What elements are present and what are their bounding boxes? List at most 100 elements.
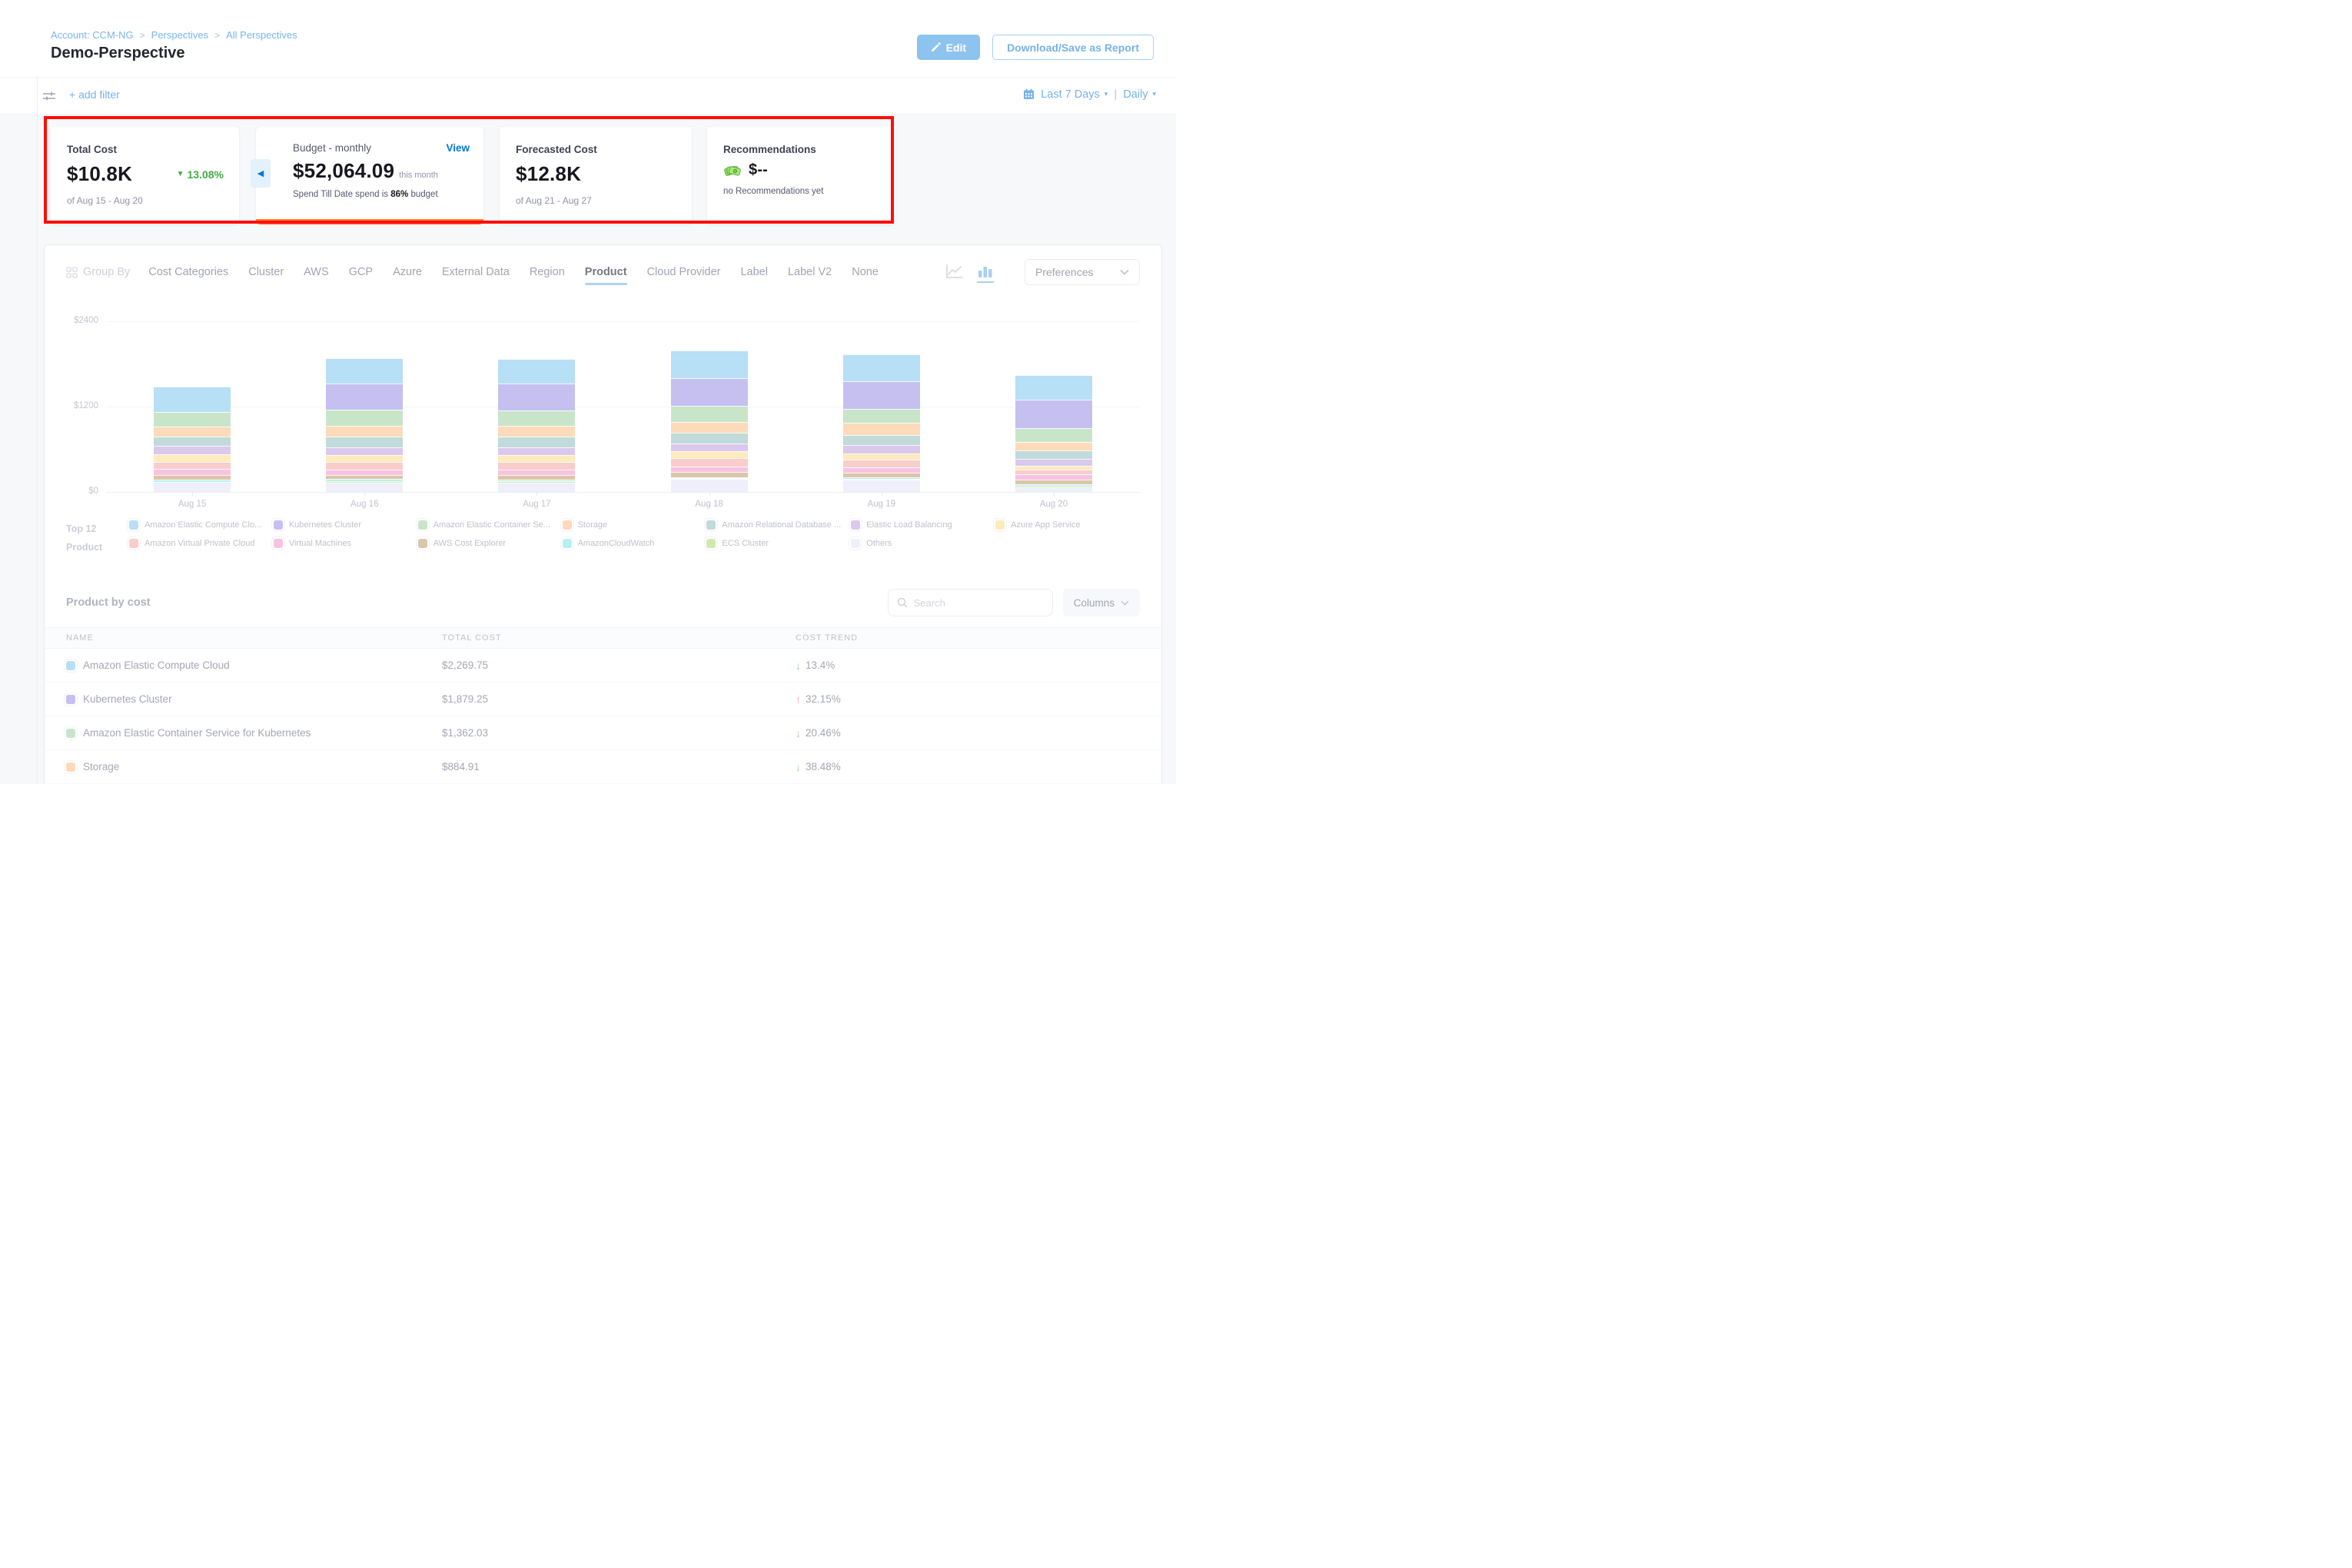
bar-segment-amazon-relational-database-service[interactable] xyxy=(1015,450,1092,460)
bar-segment-virtual-machines[interactable] xyxy=(1015,474,1092,480)
col-header-name[interactable]: NAME xyxy=(66,633,94,643)
bar-segment-ecs-cluster[interactable] xyxy=(498,481,576,483)
bar-segment-aws-cost-explorer[interactable] xyxy=(670,472,748,477)
tab-gcp[interactable]: GCP xyxy=(348,266,374,278)
bar-segment-amazon-virtual-private-cloud[interactable] xyxy=(1015,469,1092,475)
bar-segment-kubernetes-cluster[interactable] xyxy=(670,378,748,406)
tab-cluster[interactable]: Cluster xyxy=(248,266,284,278)
bar-segment-storage[interactable] xyxy=(1015,442,1092,451)
bar-segment-aws-cost-explorer[interactable] xyxy=(154,474,231,480)
tab-region[interactable]: Region xyxy=(529,266,565,278)
legend-item-storage[interactable]: Storage xyxy=(562,520,707,530)
bar-segment-elastic-load-balancing[interactable] xyxy=(498,447,576,455)
bar-segment-amazoncloudwatch[interactable] xyxy=(842,477,920,480)
bar-segment-amazoncloudwatch[interactable] xyxy=(498,479,576,482)
time-range-dropdown[interactable]: Last 7 Days ▾ xyxy=(1041,88,1108,101)
preferences-dropdown[interactable]: Preferences xyxy=(1025,259,1140,285)
bar-segment-amazon-elastic-container-service-for-kubernetes[interactable] xyxy=(326,410,404,427)
bar-segment-aws-cost-explorer[interactable] xyxy=(842,473,920,478)
columns-button[interactable]: Columns xyxy=(1062,589,1140,616)
breadcrumb-account[interactable]: Account: CCM-NG xyxy=(51,29,134,41)
bar-segment-virtual-machines[interactable] xyxy=(498,470,576,476)
bar-segment-kubernetes-cluster[interactable] xyxy=(842,381,920,409)
tab-label-v2[interactable]: Label V2 xyxy=(787,266,832,278)
bar-segment-storage[interactable] xyxy=(326,426,404,437)
edit-button[interactable]: Edit xyxy=(916,35,981,60)
bar-segment-amazon-elastic-compute-cloud[interactable] xyxy=(498,358,576,384)
table-row-storage[interactable]: Storage $884.91 ↓ 38.48% xyxy=(45,750,1161,784)
bar-segment-amazon-elastic-compute-cloud[interactable] xyxy=(1015,374,1092,400)
bar-segment-others[interactable] xyxy=(154,482,231,492)
tab-cloud-provider[interactable]: Cloud Provider xyxy=(646,266,721,278)
bar-segment-amazon-virtual-private-cloud[interactable] xyxy=(154,461,231,470)
legend-item-ecs-cluster[interactable]: ECS Cluster xyxy=(706,539,851,548)
search-input[interactable] xyxy=(913,596,1044,609)
bar-segment-amazon-elastic-container-service-for-kubernetes[interactable] xyxy=(498,410,576,427)
legend-item-virtual-machines[interactable]: Virtual Machines xyxy=(273,539,418,548)
legend-item-elastic-load-balancing[interactable]: Elastic Load Balancing xyxy=(851,520,995,530)
bar-segment-kubernetes-cluster[interactable] xyxy=(326,384,404,410)
bar-segment-amazoncloudwatch[interactable] xyxy=(154,480,231,483)
bar-segment-amazoncloudwatch[interactable] xyxy=(1015,484,1092,487)
bar-segment-amazon-elastic-compute-cloud[interactable] xyxy=(326,358,404,384)
bar-segment-elastic-load-balancing[interactable] xyxy=(842,444,920,453)
bar-segment-storage[interactable] xyxy=(498,426,576,437)
tab-label[interactable]: Label xyxy=(740,266,768,278)
bar-segment-amazon-elastic-compute-cloud[interactable] xyxy=(670,350,748,379)
bar-segment-amazon-relational-database-service[interactable] xyxy=(498,437,576,447)
bar-segment-azure-app-service[interactable] xyxy=(1015,466,1092,470)
filter-sliders-icon[interactable] xyxy=(42,89,56,103)
col-header-cost-trend[interactable]: COST TREND xyxy=(796,633,859,643)
bar-segment-amazon-elastic-container-service-for-kubernetes[interactable] xyxy=(1015,428,1092,443)
bar-segment-ecs-cluster[interactable] xyxy=(670,478,748,480)
breadcrumb-all-perspectives[interactable]: All Perspectives xyxy=(226,29,297,41)
bar-segment-virtual-machines[interactable] xyxy=(670,466,748,473)
bar-chart-icon[interactable] xyxy=(977,264,994,283)
bar-segment-amazon-elastic-compute-cloud[interactable] xyxy=(842,354,920,382)
bar-segment-azure-app-service[interactable] xyxy=(326,454,404,463)
tab-product[interactable]: Product xyxy=(584,266,627,285)
bar-segment-azure-app-service[interactable] xyxy=(670,450,748,459)
budget-view-link[interactable]: View xyxy=(446,142,470,154)
bar-segment-aws-cost-explorer[interactable] xyxy=(498,475,576,480)
col-header-total-cost[interactable]: TOTAL COST xyxy=(442,633,502,643)
breadcrumb-perspectives[interactable]: Perspectives xyxy=(151,29,209,41)
bar-segment-virtual-machines[interactable] xyxy=(842,467,920,473)
legend-item-kubernetes-cluster[interactable]: Kubernetes Cluster xyxy=(273,520,418,530)
bar-segment-virtual-machines[interactable] xyxy=(154,469,231,475)
bar-segment-kubernetes-cluster[interactable] xyxy=(498,383,576,410)
legend-item-others[interactable]: Others xyxy=(851,539,995,548)
bar-segment-amazon-elastic-container-service-for-kubernetes[interactable] xyxy=(670,405,748,422)
bar-segment-azure-app-service[interactable] xyxy=(154,454,231,462)
bar-segment-amazon-virtual-private-cloud[interactable] xyxy=(498,462,576,470)
bar-segment-amazon-elastic-container-service-for-kubernetes[interactable] xyxy=(154,412,231,427)
table-row-amazon-elastic-container-service-for-kubernetes[interactable]: Amazon Elastic Container Service for Kub… xyxy=(45,716,1161,750)
bar-segment-amazoncloudwatch[interactable] xyxy=(326,478,404,481)
legend-item-aws-cost-explorer[interactable]: AWS Cost Explorer xyxy=(417,539,563,548)
bar-segment-aws-cost-explorer[interactable] xyxy=(1015,479,1092,485)
bar-segment-others[interactable] xyxy=(498,482,576,492)
bar-segment-elastic-load-balancing[interactable] xyxy=(326,447,404,455)
bar-segment-amazon-relational-database-service[interactable] xyxy=(326,437,404,447)
legend-item-amazoncloudwatch[interactable]: AmazonCloudWatch xyxy=(562,539,707,548)
table-row-kubernetes-cluster[interactable]: Kubernetes Cluster $1,879.25 ↑ 32.15% xyxy=(45,683,1161,716)
table-row-amazon-elastic-compute-cloud[interactable]: Amazon Elastic Compute Cloud $2,269.75 ↓ 13… xyxy=(45,649,1161,683)
bar-segment-amazon-virtual-private-cloud[interactable] xyxy=(670,458,748,467)
bar-segment-amazon-virtual-private-cloud[interactable] xyxy=(842,459,920,467)
bar-segment-azure-app-service[interactable] xyxy=(842,453,920,460)
bar-segment-elastic-load-balancing[interactable] xyxy=(670,443,748,451)
bar-segment-elastic-load-balancing[interactable] xyxy=(1015,459,1092,467)
legend-item-amazon-elastic-compute-clo-[interactable]: Amazon Elastic Compute Clo... xyxy=(129,520,274,530)
granularity-dropdown[interactable]: Daily ▾ xyxy=(1123,88,1156,101)
bar-segment-ecs-cluster[interactable] xyxy=(1015,486,1092,488)
bar-segment-ecs-cluster[interactable] xyxy=(326,480,404,483)
tab-cost-categories[interactable]: Cost Categories xyxy=(148,266,229,278)
bar-segment-amazoncloudwatch[interactable] xyxy=(670,477,748,479)
bar-segment-others[interactable] xyxy=(1015,487,1092,492)
bar-segment-aws-cost-explorer[interactable] xyxy=(326,474,404,479)
legend-item-amazon-relational-database-[interactable]: Amazon Relational Database ... xyxy=(706,520,851,530)
line-chart-icon[interactable] xyxy=(946,264,963,280)
budget-prev-arrow-button[interactable]: ◀ xyxy=(251,159,271,188)
bar-segment-others[interactable] xyxy=(326,482,404,492)
legend-item-azure-app-service[interactable]: Azure App Service xyxy=(995,520,1140,530)
